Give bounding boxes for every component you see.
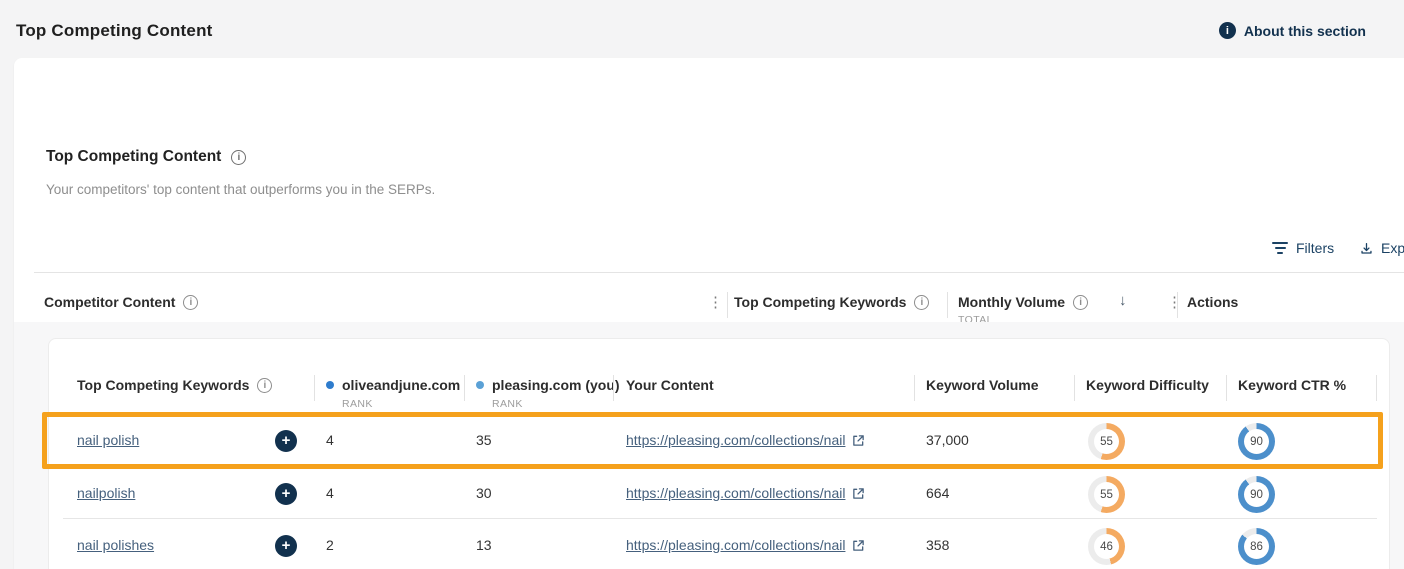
column-competitor-rank-sub: RANK: [342, 398, 373, 410]
sort-descending-icon[interactable]: [1119, 292, 1127, 309]
competitor-rank-value: 2: [326, 537, 334, 553]
column-top-competing-keywords: Top Competing Keywords: [734, 294, 930, 310]
external-link-icon: [853, 487, 865, 499]
card-subtitle: Your competitors' top content that outpe…: [46, 182, 436, 197]
keyword-ctr-donut: 90: [1238, 476, 1275, 513]
external-link-icon: [853, 539, 865, 551]
about-this-section-label: About this section: [1243, 22, 1366, 39]
your-rank-value: 30: [476, 485, 492, 501]
keyword-link[interactable]: nailpolish: [77, 485, 136, 501]
external-link-icon: [853, 434, 865, 446]
column-competitor-rank: oliveandjune.com: [326, 377, 460, 393]
keyword-difficulty-donut: 55: [1088, 476, 1125, 513]
column-your-content: Your Content: [626, 377, 714, 393]
info-icon[interactable]: [231, 149, 247, 165]
your-rank-value: 13: [476, 537, 492, 553]
keyword-difficulty-donut: 55: [1088, 423, 1125, 460]
about-this-section-link[interactable]: About this section: [1218, 22, 1366, 39]
your-rank-value: 35: [476, 432, 492, 448]
info-icon[interactable]: [257, 377, 273, 393]
info-icon[interactable]: [1073, 294, 1089, 310]
section-header-bar: Top Competing Content About this section: [0, 0, 1404, 58]
you-dot-icon: [476, 381, 484, 389]
info-icon[interactable]: [914, 294, 930, 310]
your-content-link[interactable]: https://pleasing.com/collections/nail: [626, 485, 846, 501]
top-competing-content-card: Top Competing Content Your competitors' …: [14, 58, 1404, 569]
column-actions: Actions: [1187, 294, 1239, 310]
keyword-difficulty-donut: 46: [1088, 528, 1125, 565]
filters-label: Filters: [1296, 240, 1335, 256]
filters-button[interactable]: Filters: [1272, 240, 1334, 256]
column-keyword-ctr: Keyword CTR %: [1238, 377, 1347, 393]
keywords-table-card: Top Competing Keywords oliveandjune.com …: [48, 338, 1390, 569]
competitor-rank-value: 4: [326, 432, 334, 448]
info-icon[interactable]: [183, 294, 199, 310]
keyword-row: nail polish 4 35 https://pleasing.com/co…: [49, 413, 1391, 469]
column-keyword: Top Competing Keywords: [77, 377, 273, 393]
keyword-volume-value: 37,000: [926, 432, 969, 448]
page-title: Top Competing Content: [16, 21, 213, 40]
filter-icon: [1272, 242, 1288, 254]
keyword-ctr-donut: 86: [1238, 528, 1275, 565]
add-keyword-button[interactable]: [275, 483, 297, 505]
download-icon: [1361, 242, 1372, 254]
column-your-rank-sub: RANK: [492, 398, 523, 410]
export-button[interactable]: Export: [1360, 240, 1404, 256]
add-keyword-button[interactable]: [275, 535, 297, 557]
competitor-dot-icon: [326, 381, 334, 389]
column-keyword-volume: Keyword Volume: [926, 377, 1039, 393]
keyword-volume-value: 664: [926, 485, 950, 501]
export-label: Export: [1381, 240, 1404, 256]
add-keyword-button[interactable]: [275, 430, 297, 452]
column-competitor-content: Competitor Content: [44, 294, 199, 310]
keyword-ctr-donut: 90: [1238, 423, 1275, 460]
column-menu-icon[interactable]: [1167, 295, 1182, 310]
column-monthly-volume: Monthly Volume: [958, 294, 1089, 310]
your-content-link[interactable]: https://pleasing.com/collections/nail: [626, 537, 846, 553]
keyword-link[interactable]: nail polishes: [77, 537, 155, 553]
competitor-rank-value: 4: [326, 485, 334, 501]
keyword-row: nailpolish 4 30 https://pleasing.com/col…: [49, 469, 1391, 519]
column-keyword-difficulty: Keyword Difficulty: [1086, 377, 1209, 393]
info-icon: [1218, 22, 1236, 39]
expanded-keywords-panel: Top Competing Keywords oliveandjune.com …: [14, 322, 1404, 569]
card-title: Top Competing Content: [46, 148, 222, 165]
keyword-volume-value: 358: [926, 537, 950, 553]
keyword-row: nail polishes 2 13 https://pleasing.com/…: [49, 519, 1391, 569]
your-content-link[interactable]: https://pleasing.com/collections/nail: [626, 432, 846, 448]
column-menu-icon[interactable]: [708, 295, 723, 310]
column-your-rank: pleasing.com (you): [476, 377, 620, 393]
keyword-link[interactable]: nail polish: [77, 432, 140, 448]
